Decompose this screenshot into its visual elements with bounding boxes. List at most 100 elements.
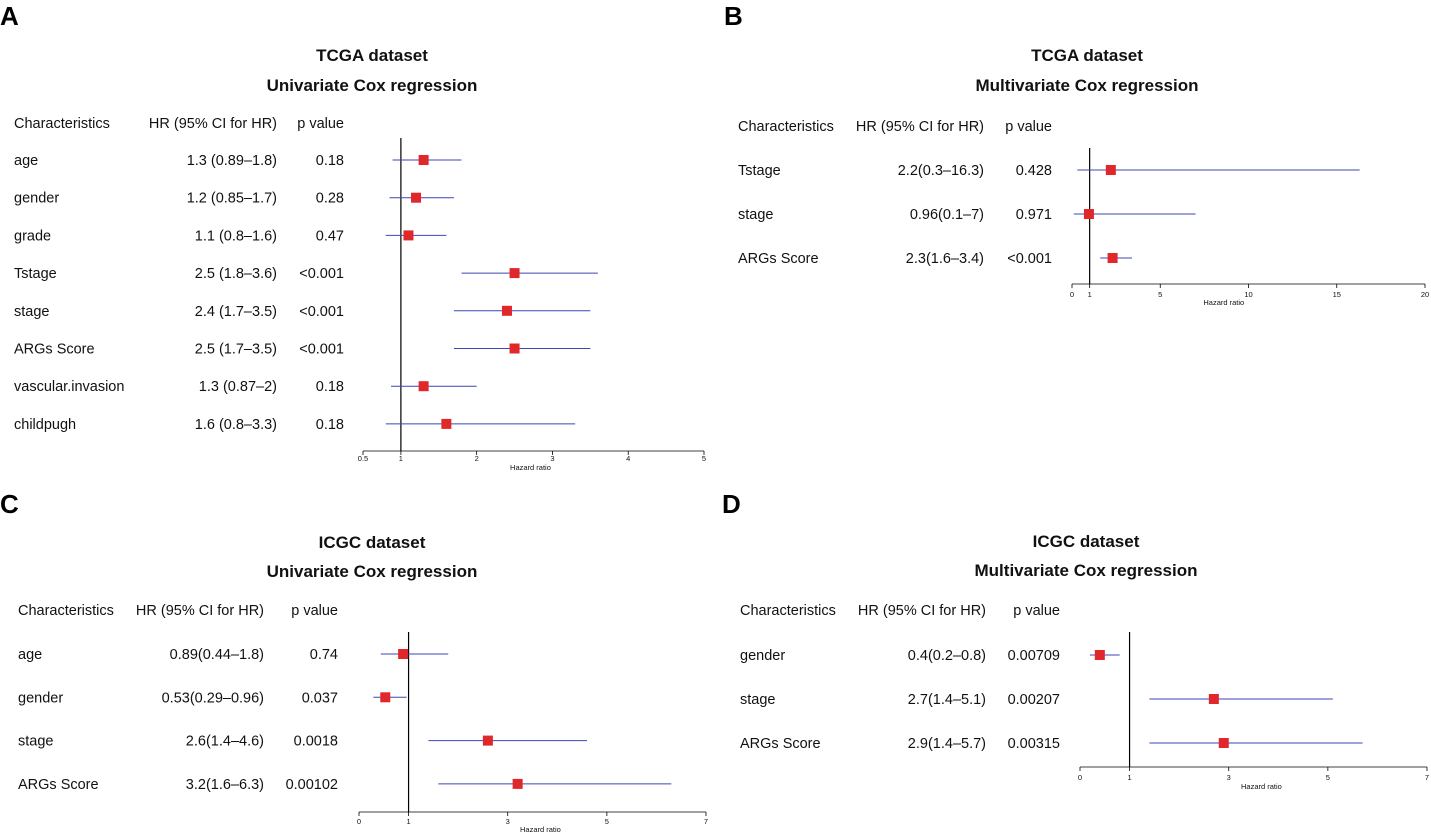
x-tick-label: 10: [1244, 290, 1252, 299]
row-hr-ci: 2.5 (1.7–3.5): [195, 342, 277, 358]
hr-marker: [411, 192, 422, 203]
row-p-value: 0.00315: [1008, 736, 1060, 752]
row-hr-ci: 2.7(1.4–5.1): [908, 692, 986, 708]
x-tick-label: 3: [506, 817, 510, 826]
x-tick-label: 4: [626, 454, 630, 463]
x-tick-label: 5: [1326, 773, 1330, 782]
row-p-value: 0.74: [310, 647, 338, 663]
row-p-value: 0.18: [316, 379, 344, 395]
row-hr-ci: 0.53(0.29–0.96): [162, 690, 264, 706]
x-tick-label: 7: [704, 817, 708, 826]
row-characteristic: age: [18, 647, 42, 663]
row-p-value: <0.001: [299, 266, 344, 282]
x-tick-label: 0: [1070, 290, 1074, 299]
chart-title: ICGC dataset: [1033, 532, 1140, 551]
x-tick-label: 1: [1088, 290, 1092, 299]
row-characteristic: gender: [740, 648, 785, 664]
row-hr-ci: 2.6(1.4–4.6): [186, 734, 264, 750]
hr-marker: [501, 305, 512, 316]
hr-marker: [512, 778, 523, 789]
row-hr-ci: 0.89(0.44–1.8): [170, 647, 264, 663]
hr-marker: [418, 381, 429, 392]
hr-marker: [482, 735, 493, 746]
row-hr-ci: 1.6 (0.8–3.3): [195, 417, 277, 433]
chart-subtitle: Multivariate Cox regression: [975, 561, 1198, 580]
hr-marker: [1208, 694, 1219, 704]
row-characteristic: stage: [14, 304, 49, 320]
chart-title: TCGA dataset: [316, 46, 428, 65]
row-p-value: 0.28: [316, 191, 344, 207]
panel-label: D: [722, 489, 741, 519]
row-characteristic: ARGs Score: [740, 736, 821, 752]
header-p-value: p value: [1005, 119, 1052, 135]
row-p-value: 0.47: [316, 228, 344, 244]
header-hr-ci: HR (95% CI for HR): [149, 116, 277, 132]
row-characteristic: childpugh: [14, 417, 76, 433]
row-characteristic: vascular.invasion: [14, 379, 124, 395]
panel-label: C: [0, 489, 19, 519]
row-p-value: <0.001: [299, 342, 344, 358]
header-p-value: p value: [297, 116, 344, 132]
x-axis-label: Hazard ratio: [1203, 298, 1244, 307]
row-p-value: 0.971: [1016, 207, 1052, 223]
x-axis-label: Hazard ratio: [520, 825, 561, 832]
x-tick-label: 0: [357, 817, 361, 826]
row-hr-ci: 1.3 (0.89–1.8): [187, 153, 277, 169]
header-characteristics: Characteristics: [18, 603, 114, 619]
row-characteristic: Tstage: [14, 266, 57, 282]
x-tick-label: 5: [1158, 290, 1162, 299]
panel-label: A: [0, 1, 19, 31]
row-hr-ci: 2.4 (1.7–3.5): [195, 304, 277, 320]
hr-marker: [509, 343, 520, 354]
x-tick-label: 0: [1078, 773, 1082, 782]
row-hr-ci: 2.2(0.3–16.3): [898, 163, 984, 179]
row-hr-ci: 0.4(0.2–0.8): [908, 648, 986, 664]
header-p-value: p value: [291, 603, 338, 619]
row-p-value: <0.001: [1007, 251, 1052, 267]
x-tick-label: 3: [1227, 773, 1231, 782]
x-tick-label: 5: [605, 817, 609, 826]
panel-a: A TCGA dataset Univariate Cox regression Ch…: [0, 1, 706, 472]
row-hr-ci: 1.2 (0.85–1.7): [187, 191, 277, 207]
header-hr-ci: HR (95% CI for HR): [136, 603, 264, 619]
row-p-value: 0.00709: [1008, 648, 1060, 664]
row-p-value: 0.18: [316, 417, 344, 433]
hr-marker: [380, 692, 391, 703]
row-characteristic: ARGs Score: [14, 342, 95, 358]
x-tick-label: 5: [702, 454, 706, 463]
x-tick-label: 2: [475, 454, 479, 463]
row-p-value: 0.18: [316, 153, 344, 169]
row-characteristic: ARGs Score: [738, 251, 819, 267]
x-tick-label: 1: [406, 817, 410, 826]
panel-c: C ICGC dataset Univariate Cox regression Ch…: [0, 489, 708, 832]
header-p-value: p value: [1013, 603, 1060, 619]
row-p-value: 0.0018: [294, 734, 338, 750]
hr-marker: [1094, 650, 1105, 660]
chart-subtitle: Multivariate Cox regression: [976, 76, 1199, 95]
panel-b: B TCGA dataset Multivariate Cox regression…: [724, 1, 1429, 307]
row-characteristic: stage: [740, 692, 775, 708]
x-axis-label: Hazard ratio: [1241, 782, 1282, 791]
row-p-value: 0.037: [302, 690, 338, 706]
hr-marker: [441, 418, 452, 429]
panel-label: B: [724, 1, 743, 31]
hr-marker: [509, 268, 520, 279]
hr-marker: [1107, 253, 1118, 263]
chart-title: TCGA dataset: [1031, 46, 1143, 65]
hr-marker: [418, 155, 429, 165]
row-p-value: <0.001: [299, 304, 344, 320]
header-characteristics: Characteristics: [740, 603, 836, 619]
row-characteristic: gender: [18, 690, 63, 706]
row-hr-ci: 1.1 (0.8–1.6): [195, 228, 277, 244]
x-tick-label: 1: [1127, 773, 1131, 782]
row-hr-ci: 3.2(1.6–6.3): [186, 777, 264, 793]
x-tick-label: 15: [1333, 290, 1341, 299]
panel-d: D ICGC dataset Multivariate Cox regression…: [722, 489, 1429, 791]
x-tick-label: 20: [1421, 290, 1429, 299]
header-hr-ci: HR (95% CI for HR): [856, 119, 984, 135]
row-hr-ci: 2.3(1.6–3.4): [906, 251, 984, 267]
row-characteristic: age: [14, 153, 38, 169]
row-characteristic: stage: [738, 207, 773, 223]
row-hr-ci: 2.9(1.4–5.7): [908, 736, 986, 752]
